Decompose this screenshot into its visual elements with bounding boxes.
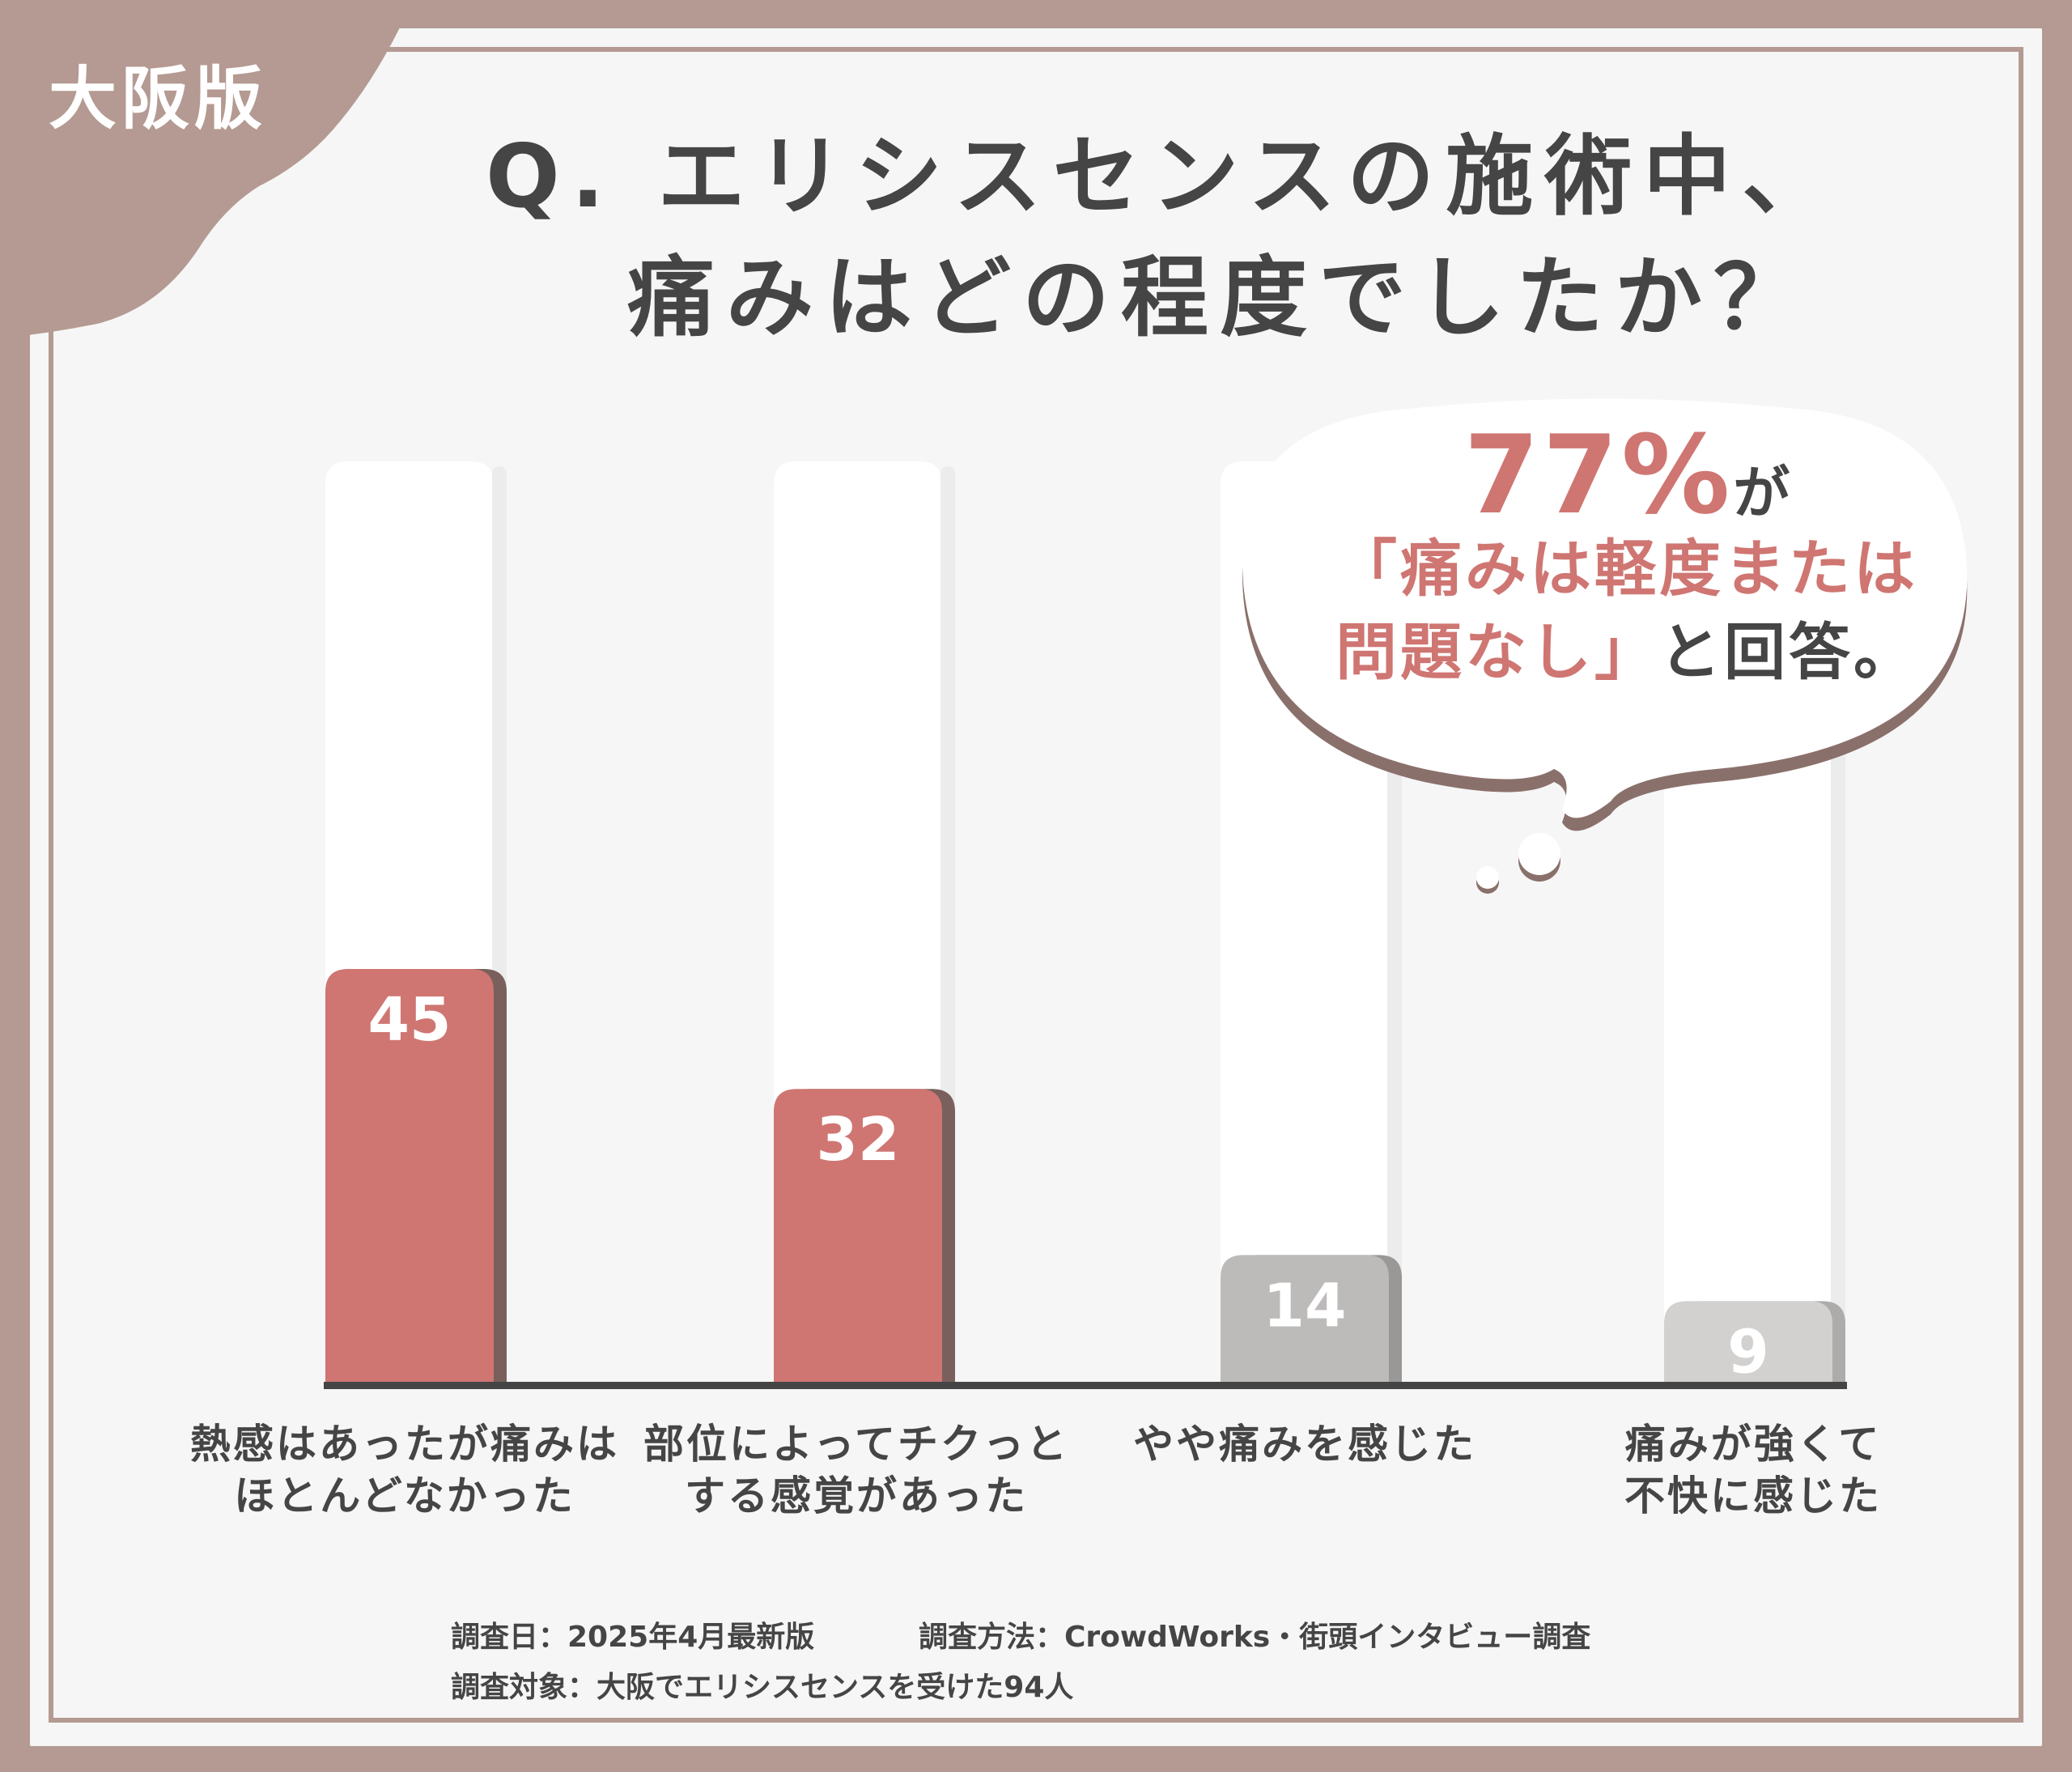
x-tick-label-4-line-2: 不快に感じた	[1624, 1472, 1882, 1519]
bar-value-label-4: 9	[1727, 1317, 1769, 1387]
bar-value-label-3: 14	[1263, 1271, 1347, 1341]
x-axis-baseline	[324, 1382, 1847, 1389]
footer-survey-target: 調査対象：大阪でエリシスセンスを受けた94人	[451, 1671, 1074, 1704]
x-tick-label-2: 部位によってチクっと する感覚があった	[630, 1418, 1083, 1522]
callout-line-2: 「痛みは軽度または	[1335, 533, 1918, 605]
callout-percent-line: 77%が	[1263, 421, 1991, 529]
question-title-line-2: 痛みはどの程度でしたか？	[627, 248, 1813, 349]
bar-1	[325, 969, 494, 1384]
x-tick-label-4-line-1: 痛みが強くて	[1624, 1421, 1882, 1468]
region-badge: 大阪版	[49, 59, 268, 138]
callout-percent: 77%	[1463, 412, 1734, 538]
x-tick-label-4: 痛みが強くて 不快に感じた	[1526, 1418, 1980, 1522]
x-tick-label-2-line-1: 部位によってチクっと	[643, 1421, 1069, 1468]
x-tick-label-1-line-1: 熱感はあったが痛みは	[190, 1421, 619, 1468]
x-tick-label-1-line-2: ほとんどなかった	[234, 1472, 575, 1519]
bar-value-label-1: 45	[368, 985, 452, 1055]
bar-3	[1221, 1255, 1389, 1384]
footer-survey-method: 調査方法：CrowdWorks・街頭インタビュー調査	[919, 1621, 1591, 1654]
bar-2	[774, 1089, 942, 1384]
bar-value-label-2: 32	[817, 1105, 900, 1175]
callout-suffix: が	[1733, 460, 1790, 526]
x-tick-label-2-line-2: する感覚があった	[685, 1472, 1028, 1519]
x-tick-label-3: やや痛みを感じた	[1078, 1418, 1531, 1470]
question-title-line-1: Q. エリシスセンスの施術中、	[486, 126, 1841, 227]
x-tick-label-3-line-1: やや痛みを感じた	[1133, 1421, 1476, 1468]
footer-survey-date: 調査日：2025年4月最新版	[451, 1621, 815, 1654]
callout-line-3-highlight: 問題なし」	[1335, 616, 1659, 688]
x-tick-label-1: 熱感はあったが痛みは ほとんどなかった	[178, 1418, 631, 1522]
callout-line-3-tail: と回答。	[1659, 616, 1918, 688]
inner-frame	[49, 47, 2023, 1723]
callout-line-3: 問題なし」と回答。	[1263, 622, 1991, 683]
corner-ribbon	[0, 0, 413, 338]
bar-4	[1664, 1301, 1832, 1384]
